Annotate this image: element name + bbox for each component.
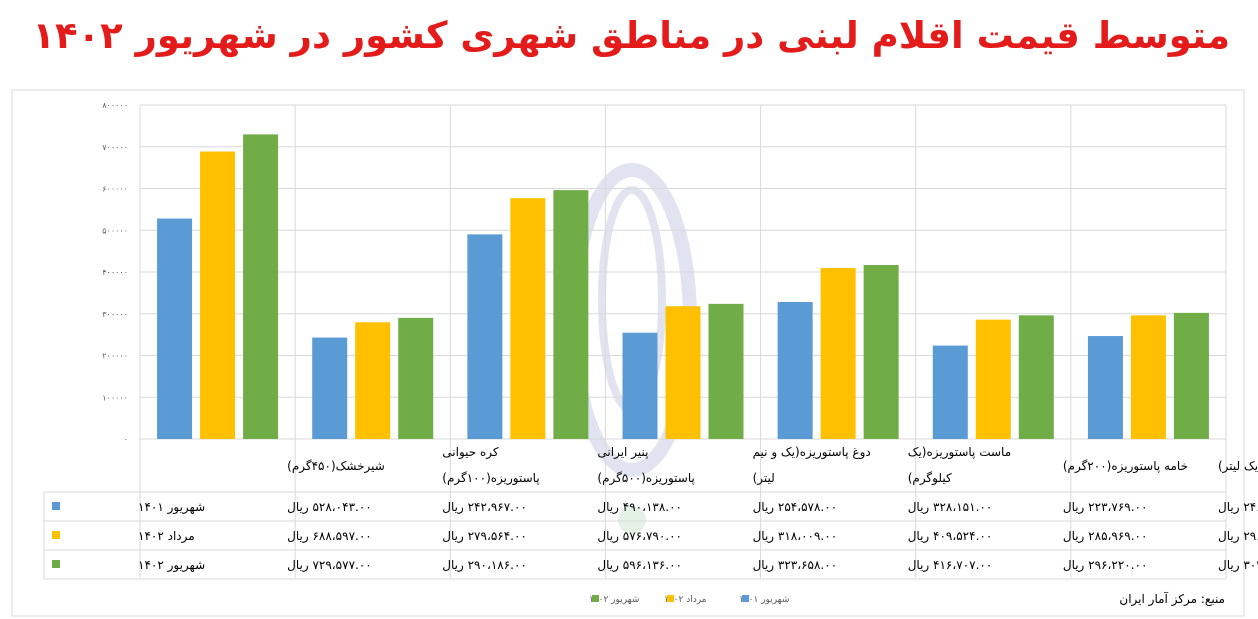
data-label: ۲۲۳،۷۶۹.۰۰ ریال xyxy=(1063,500,1148,515)
legend-key-swatch xyxy=(52,560,60,568)
bar xyxy=(665,306,701,439)
data-label: ۵۲۸،۰۴۳.۰۰ ریال xyxy=(287,500,372,515)
category-label: کره حیوانی xyxy=(442,445,499,460)
legend-entry-label: مرداد ۱۴۰۲ xyxy=(664,595,707,605)
data-label: ۲۷۹،۵۶۴.۰۰ ریال xyxy=(442,529,527,544)
legend-key-swatch xyxy=(52,502,60,510)
chart-frame xyxy=(11,89,1245,617)
bar xyxy=(355,322,391,439)
legend-entry-label: شهریور ۱۴۰۲ xyxy=(589,595,639,605)
y-tick-label: ۵۰۰۰۰۰ xyxy=(102,226,128,235)
data-label: ۷۲۹،۵۷۷.۰۰ ریال xyxy=(287,558,372,573)
chart-title: متوسط قیمت اقلام لبنی در مناطق شهری کشور… xyxy=(32,14,1230,57)
bar xyxy=(622,332,658,439)
bar xyxy=(1130,315,1166,439)
bar xyxy=(200,151,236,440)
bar xyxy=(467,234,503,439)
category-label: پنیر ایرانی xyxy=(597,445,648,460)
data-label: ۳۱۸،۰۰۹.۰۰ ریال xyxy=(753,529,838,544)
y-tick-label: ۷۰۰۰۰۰ xyxy=(102,143,128,152)
series-row-label: شهریور ۱۴۰۲ xyxy=(138,558,205,573)
data-label: ۲۹۶،۲۲۰.۰۰ ریال xyxy=(1063,558,1148,573)
category-label: لیتر) xyxy=(753,471,775,486)
legend-key-swatch xyxy=(52,531,60,539)
series-row-label: مرداد ۱۴۰۲ xyxy=(138,529,195,544)
y-tick-label: ۴۰۰۰۰۰ xyxy=(102,268,128,277)
data-label: ۴۹۰،۱۳۸.۰۰ ریال xyxy=(597,500,682,515)
bar xyxy=(553,190,589,439)
y-tick-label: ۰ xyxy=(124,435,128,444)
data-label: ۵۹۶،۱۳۶.۰۰ ریال xyxy=(597,558,682,573)
y-tick-label: ۶۰۰۰۰۰ xyxy=(102,185,128,194)
data-label: ۶۸۸،۵۹۷.۰۰ ریال xyxy=(287,529,372,544)
bar xyxy=(1087,336,1123,439)
series-row-label: شهریور ۱۴۰۱ xyxy=(138,500,205,515)
y-tick-label: ۸۰۰۰۰۰ xyxy=(102,101,128,110)
y-tick-label: ۳۰۰۰۰۰ xyxy=(102,310,128,319)
category-label: پاستوریزه(۱۰۰گرم) xyxy=(442,471,539,486)
bar xyxy=(312,337,348,439)
legend-swatch xyxy=(592,595,599,602)
bar xyxy=(510,198,546,439)
data-label: ۲۴۶،۶۴۳.۰۰ ریال xyxy=(1218,500,1258,515)
category-label: شیرخشک(۴۵۰گرم) xyxy=(287,459,385,474)
data-label: ۴۱۶،۷۰۷.۰۰ ریال xyxy=(908,558,993,573)
bar xyxy=(157,218,193,439)
y-tick-label: ۲۰۰۰۰۰ xyxy=(102,352,128,361)
bar xyxy=(1173,312,1209,439)
data-label: ۲۴۲،۹۶۷.۰۰ ریال xyxy=(442,500,527,515)
bar xyxy=(708,303,744,439)
y-tick-label: ۱۰۰۰۰۰ xyxy=(102,393,128,402)
bar xyxy=(777,301,813,439)
bar xyxy=(863,265,899,439)
bar xyxy=(398,317,434,439)
category-label: کیلوگرم) xyxy=(908,471,952,486)
bar xyxy=(820,268,856,439)
data-label: ۲۵۴،۵۷۸.۰۰ ریال xyxy=(753,500,838,515)
category-label: پاستوریزه(۵۰۰گرم) xyxy=(597,471,694,486)
data-label: ۵۷۶،۷۹۰.۰۰ ریال xyxy=(597,529,682,544)
data-label: ۴۰۹،۵۲۴.۰۰ ریال xyxy=(908,529,993,544)
data-label: ۲۸۵،۹۶۹.۰۰ ریال xyxy=(1063,529,1148,544)
bar xyxy=(1018,315,1054,439)
bar xyxy=(243,134,279,439)
source-note: منبع: مرکز آمار ایران xyxy=(1119,592,1225,606)
legend-swatch xyxy=(667,595,674,602)
category-label: خامه پاستوریزه(۲۰۰گرم) xyxy=(1063,459,1188,474)
data-label: ۳۲۳،۶۵۸.۰۰ ریال xyxy=(753,558,838,573)
legend-swatch xyxy=(742,595,749,602)
data-label: ۳۲۸،۱۵۱.۰۰ ریال xyxy=(908,500,993,515)
data-label: ۲۹۶،۲۳۳.۰۰ ریال xyxy=(1218,529,1258,544)
legend-entry-label: شهریور ۱۴۰۱ xyxy=(739,595,789,605)
bar xyxy=(932,345,968,439)
category-label: شیر پاستوریزه(یک لیتر) xyxy=(1218,459,1258,474)
category-label: دوغ پاستوریزه(یک و نیم xyxy=(753,445,871,460)
bar xyxy=(975,319,1011,439)
data-label: ۳۰۲،۱۲۲.۰۰ ریال xyxy=(1218,558,1258,573)
data-label: ۲۹۰،۱۸۶.۰۰ ریال xyxy=(442,558,527,573)
category-label: ماست پاستوریزه(یک xyxy=(908,445,1011,460)
